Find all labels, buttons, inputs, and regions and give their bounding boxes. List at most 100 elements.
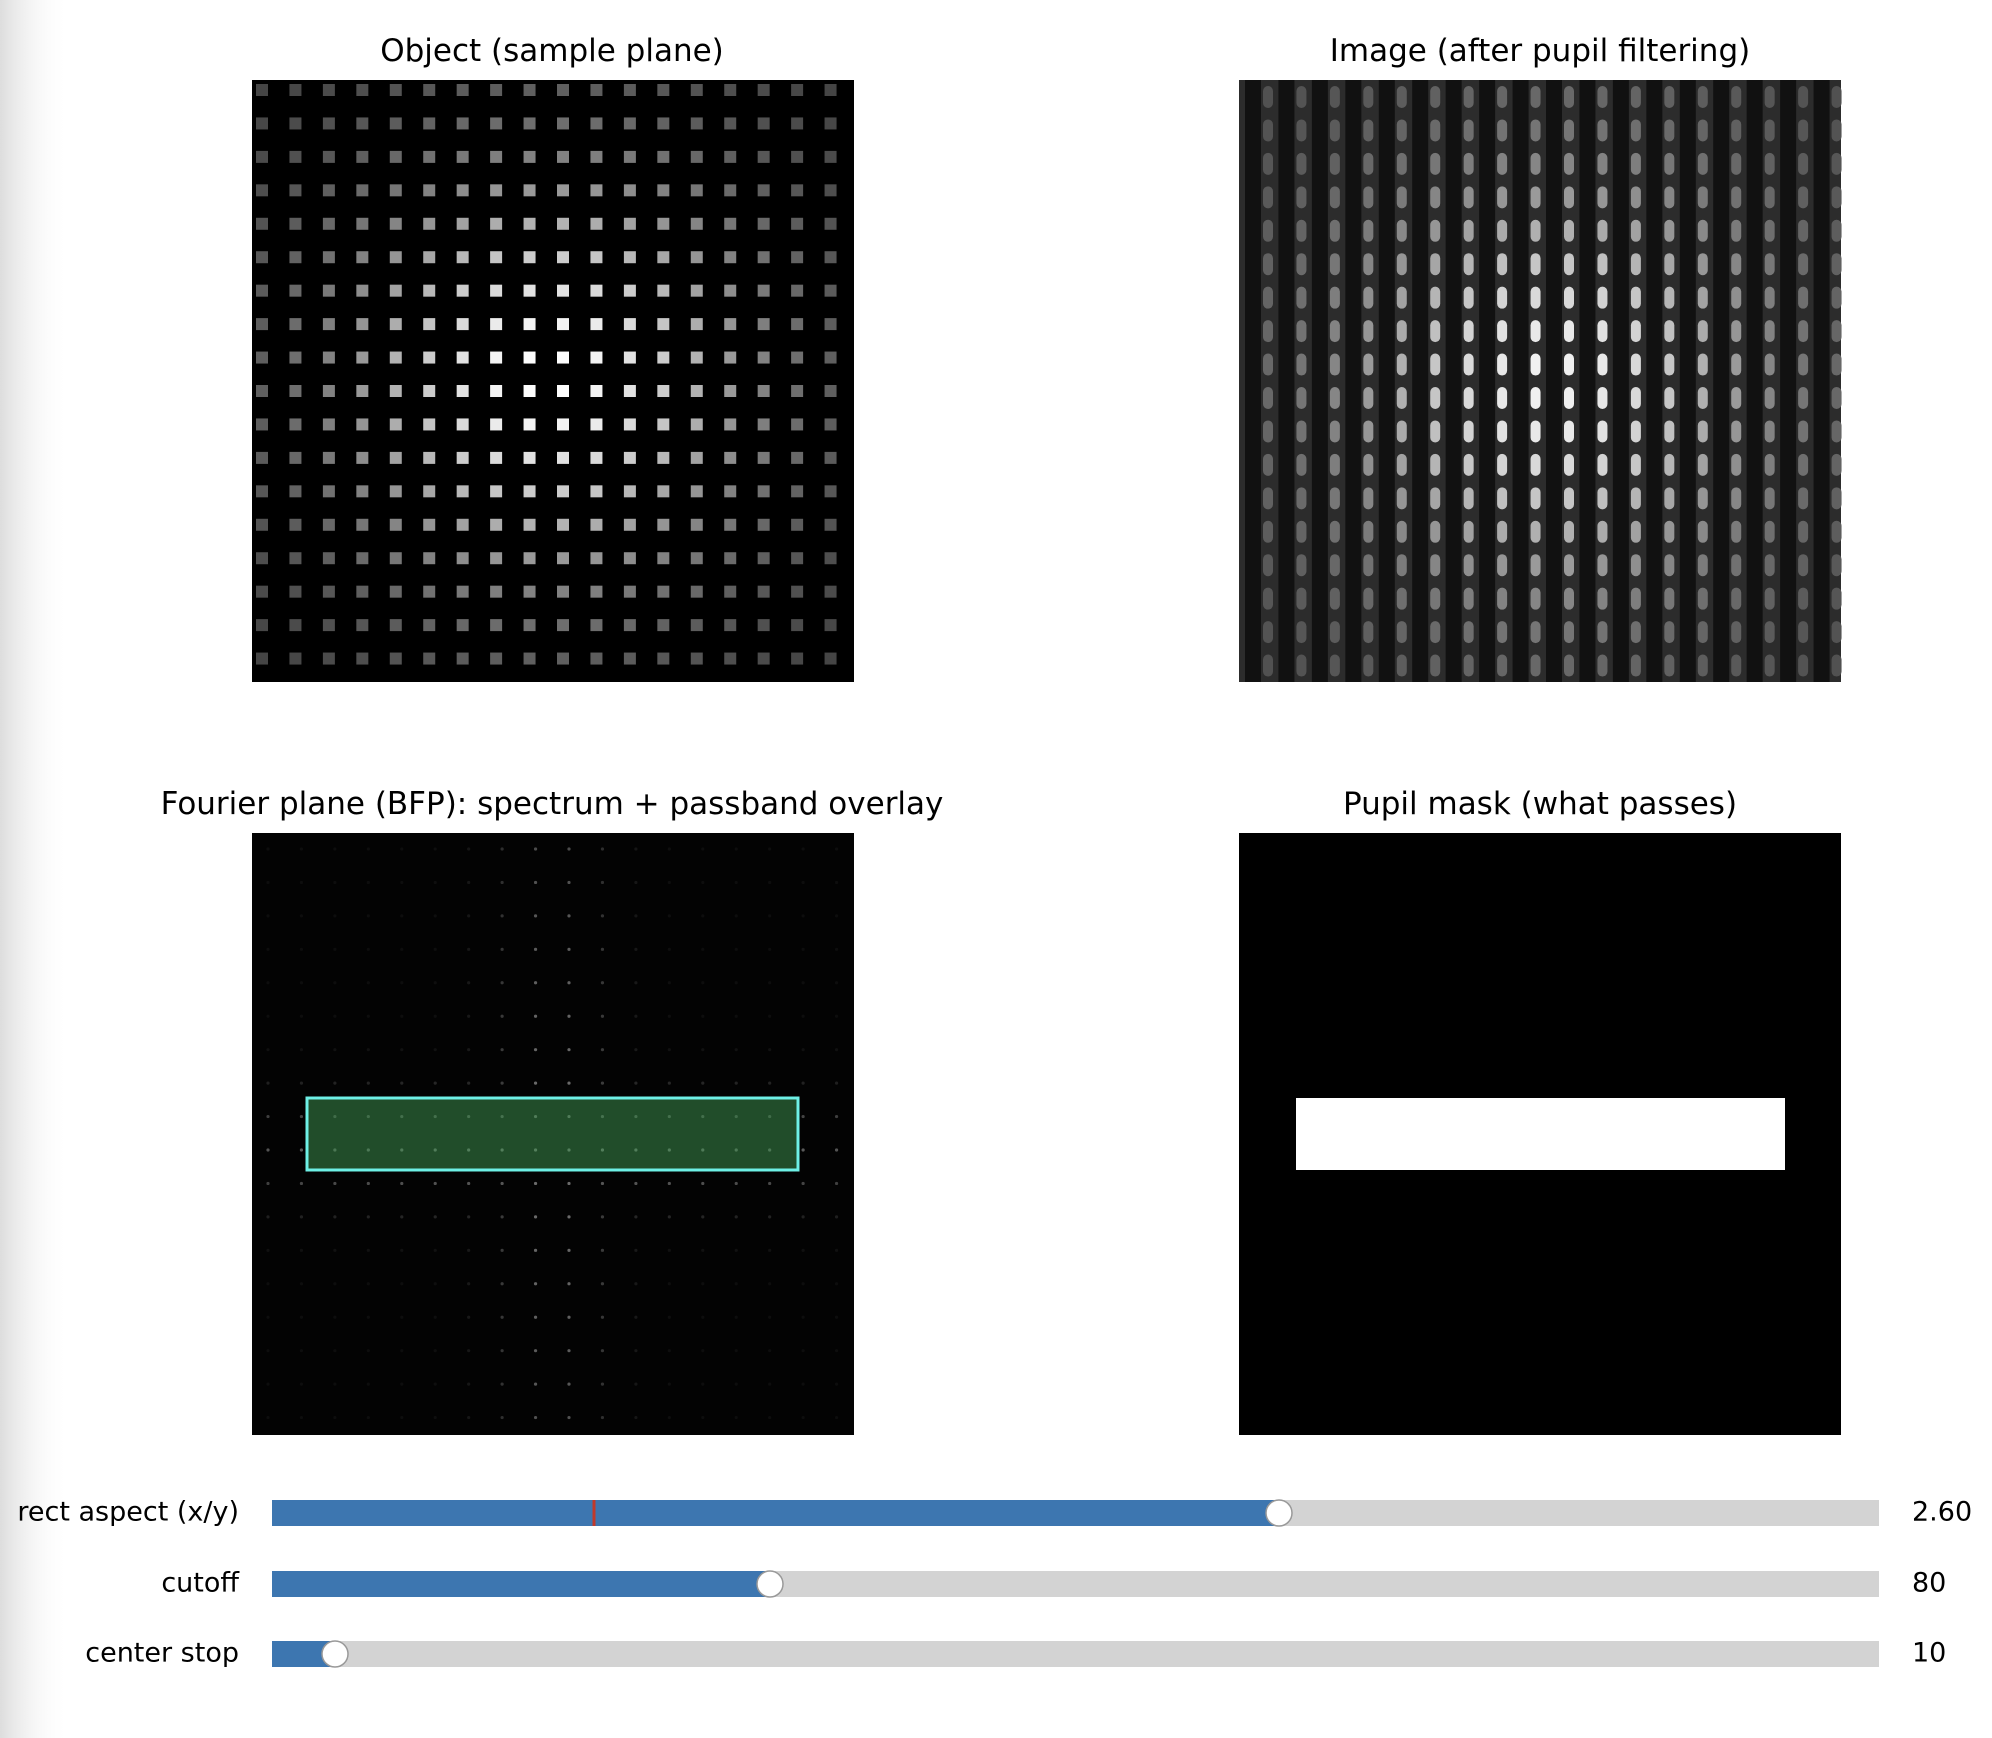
texture	[1497, 387, 1508, 409]
texture	[423, 619, 436, 632]
texture	[734, 1181, 738, 1186]
texture	[1463, 119, 1474, 142]
texture	[523, 585, 536, 598]
texture	[1263, 621, 1273, 644]
texture	[356, 485, 369, 498]
texture	[1445, 80, 1462, 682]
texture	[400, 880, 404, 885]
texture	[791, 652, 804, 665]
texture	[1497, 253, 1508, 276]
texture	[791, 251, 804, 264]
texture	[1564, 554, 1574, 577]
texture	[1630, 320, 1641, 343]
texture	[690, 351, 703, 364]
texture	[423, 418, 436, 431]
texture	[533, 1349, 538, 1353]
texture	[490, 585, 503, 598]
texture	[1564, 119, 1574, 142]
texture	[400, 947, 404, 951]
texture	[1697, 286, 1708, 309]
texture	[433, 1315, 437, 1319]
texture	[289, 318, 302, 331]
texture	[768, 847, 772, 851]
texture	[322, 552, 335, 565]
texture	[299, 1014, 304, 1018]
texture	[533, 1081, 538, 1085]
texture	[801, 981, 805, 985]
texture	[701, 1181, 705, 1186]
texture	[356, 652, 369, 665]
texture	[523, 451, 536, 464]
slider-fill	[272, 1571, 770, 1597]
texture	[1597, 621, 1608, 644]
texture	[701, 1215, 705, 1219]
texture	[724, 251, 737, 264]
texture	[791, 518, 804, 531]
texture	[1597, 487, 1608, 510]
slider-handle[interactable]	[756, 1570, 784, 1598]
texture	[299, 1181, 304, 1186]
texture	[623, 184, 636, 197]
texture	[768, 1014, 772, 1018]
texture	[256, 652, 268, 665]
texture	[1396, 420, 1407, 443]
texture	[791, 84, 804, 96]
texture	[1430, 520, 1441, 543]
slider-track[interactable]	[272, 1641, 1879, 1667]
texture	[1530, 654, 1541, 677]
texture	[757, 184, 770, 197]
texture	[834, 1382, 839, 1386]
texture	[400, 1415, 404, 1420]
texture	[734, 947, 738, 951]
slider-value: 2.60	[1912, 1497, 1972, 1528]
texture	[634, 1081, 638, 1085]
texture	[456, 485, 469, 498]
texture	[1731, 286, 1742, 309]
texture	[623, 318, 636, 331]
texture	[1396, 554, 1407, 577]
texture	[1664, 186, 1675, 209]
texture	[824, 284, 837, 297]
texture	[333, 1215, 337, 1219]
texture	[1831, 487, 1842, 510]
texture	[1263, 152, 1273, 175]
texture	[1296, 487, 1307, 510]
texture	[366, 914, 370, 918]
texture	[467, 981, 471, 985]
texture	[734, 1081, 738, 1085]
texture	[1263, 253, 1273, 276]
slider-handle[interactable]	[321, 1640, 349, 1668]
texture	[1564, 86, 1574, 108]
texture	[634, 1014, 638, 1018]
texture	[734, 1315, 738, 1319]
texture	[834, 880, 839, 885]
texture	[1798, 621, 1809, 644]
texture	[389, 518, 402, 531]
texture	[590, 217, 603, 230]
texture	[1664, 520, 1675, 543]
texture	[757, 251, 770, 264]
texture	[1530, 320, 1541, 343]
texture	[523, 150, 536, 163]
texture	[1697, 420, 1708, 443]
texture	[1329, 320, 1340, 343]
texture	[1646, 80, 1663, 682]
texture	[590, 251, 603, 264]
texture	[667, 1081, 671, 1085]
texture	[389, 552, 402, 565]
texture	[634, 981, 638, 985]
texture	[567, 1048, 571, 1052]
texture	[1463, 387, 1474, 409]
texture	[433, 1382, 437, 1386]
texture	[299, 947, 304, 951]
slider-handle[interactable]	[1265, 1499, 1293, 1527]
texture	[533, 947, 538, 951]
texture	[333, 1382, 337, 1386]
texture	[366, 1215, 370, 1219]
texture	[322, 318, 335, 331]
texture	[623, 619, 636, 632]
texture	[667, 914, 671, 918]
texture	[1497, 487, 1508, 510]
texture	[634, 1181, 638, 1186]
texture	[400, 1181, 404, 1186]
